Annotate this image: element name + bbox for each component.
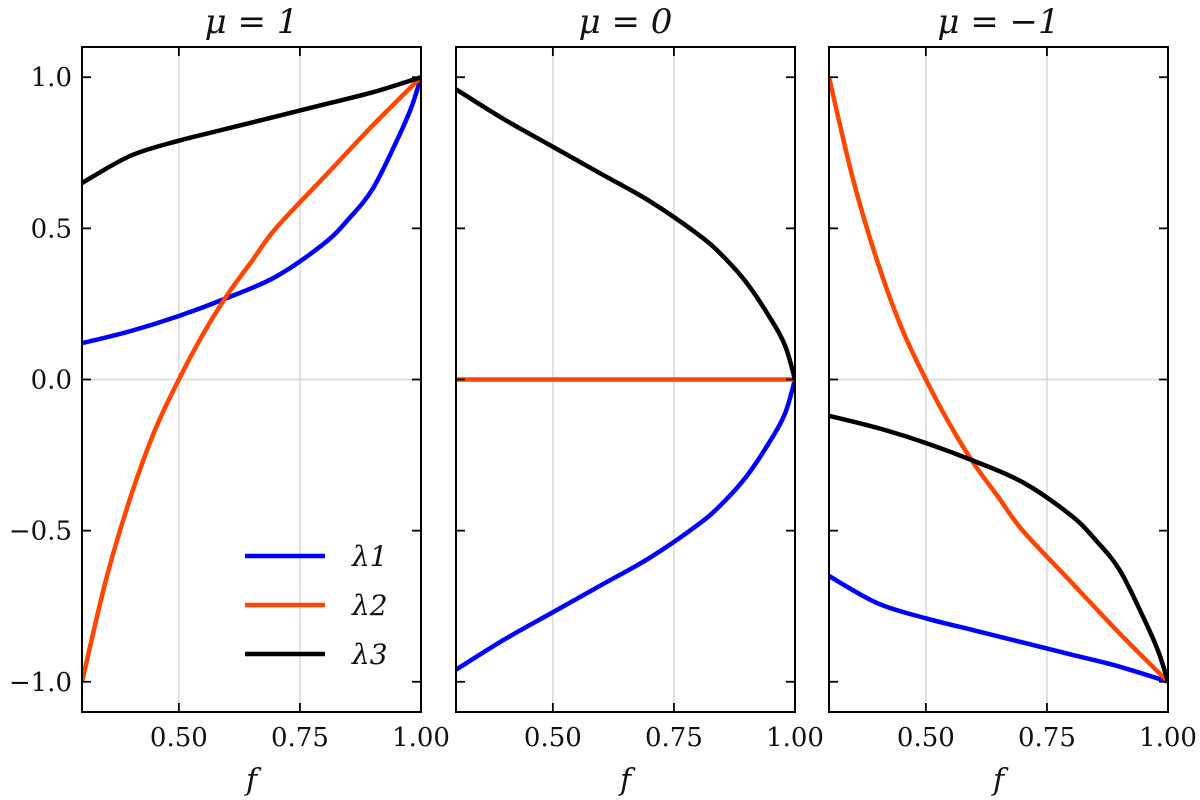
y-tick-label: 0.0: [31, 366, 72, 396]
x-tick-label: 1.00: [766, 723, 824, 753]
x-tick-label: 1.00: [1139, 723, 1197, 753]
series-line-λ1: [456, 378, 795, 672]
x-tick-label: 0.75: [645, 723, 703, 753]
y-tick-label: 1.0: [31, 63, 72, 93]
legend-label: λ1: [351, 540, 388, 573]
y-tick-label: 0.5: [31, 214, 72, 244]
panel-3: 0.50 0.75 1.00 μ = −1 f: [828, 2, 1197, 798]
y-tick-label: −1.0: [9, 668, 72, 698]
panel-title: μ = 1: [205, 2, 299, 42]
x-tick-label: 0.50: [150, 723, 208, 753]
panel-title: μ = 0: [579, 2, 673, 42]
x-tick-label: 1.00: [392, 723, 450, 753]
series-line-λ3: [82, 75, 421, 185]
legend-label: λ3: [351, 638, 388, 671]
panel-2: 0.50 0.75 1.00 μ = 0 f: [455, 2, 824, 798]
x-tick-label: 0.50: [524, 723, 582, 753]
legend-label: λ2: [351, 589, 388, 622]
series-line-λ1: [829, 574, 1168, 684]
series-line-λ3: [456, 87, 795, 381]
panel-title: μ = −1: [937, 2, 1059, 42]
series-line-λ2: [82, 75, 421, 683]
x-tick-label: 0.50: [897, 723, 955, 753]
x-axis-label: f: [244, 763, 262, 798]
panel-1: 0.50 0.75 1.00−1.0−0.50.00.51.0μ = 1fλ1λ2λ…: [9, 2, 450, 798]
y-tick-label: −0.5: [9, 517, 72, 547]
series-line-λ1: [82, 76, 421, 346]
series-line-λ3: [829, 413, 1168, 683]
series-line-λ2: [829, 76, 1168, 684]
x-tick-label: 0.75: [1018, 723, 1076, 753]
x-axis-label: f: [618, 763, 636, 798]
x-tick-label: 0.75: [271, 723, 329, 753]
x-axis-label: f: [991, 763, 1009, 798]
legend: λ1 λ2 λ3: [245, 540, 388, 671]
